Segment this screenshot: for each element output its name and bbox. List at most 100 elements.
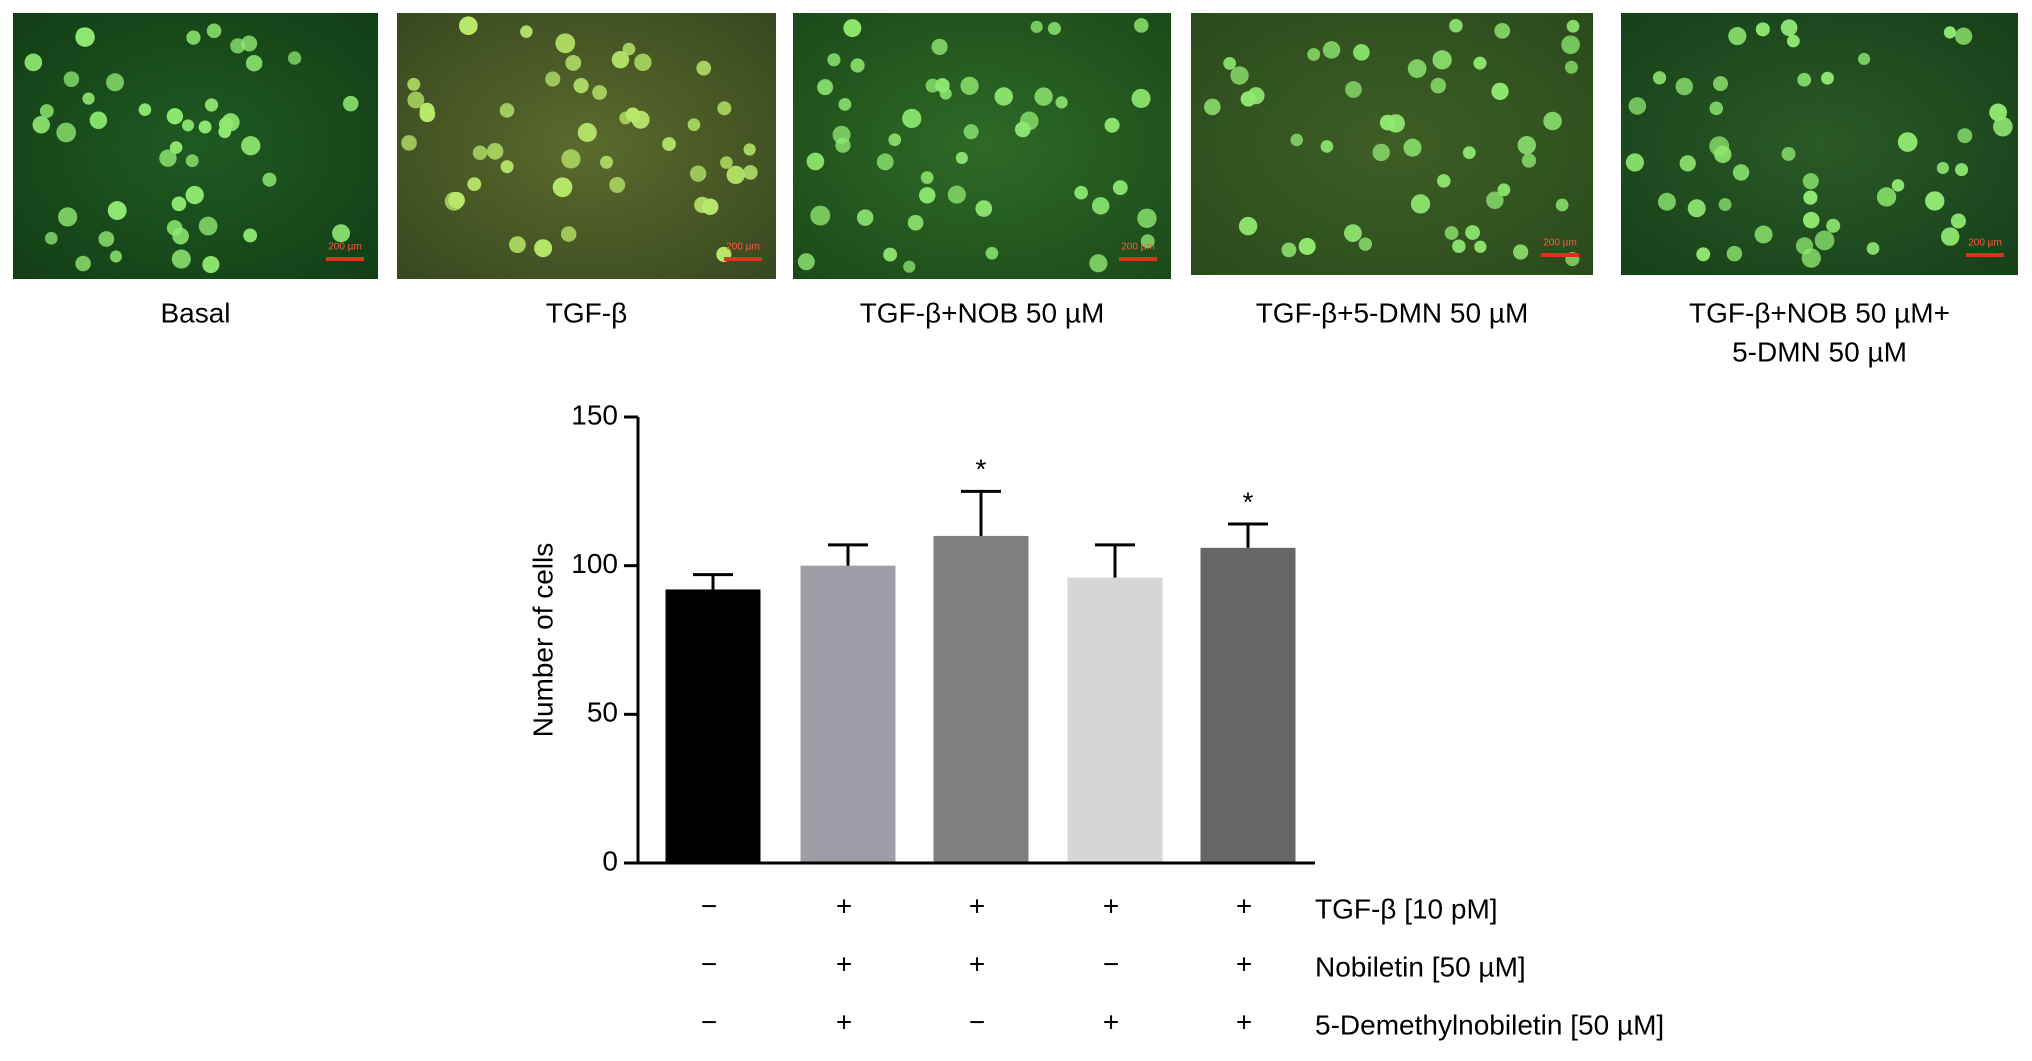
cell — [1943, 26, 1957, 39]
cell — [1430, 77, 1447, 94]
cell — [1755, 22, 1770, 37]
treatment-label: TGF-β [10 pM] — [1315, 893, 1498, 924]
cell — [1897, 132, 1918, 152]
cell — [827, 53, 841, 67]
cell — [166, 108, 184, 125]
cell — [843, 19, 862, 38]
cell — [918, 187, 936, 204]
cell — [600, 155, 614, 169]
cell — [1019, 111, 1039, 131]
cell — [1204, 98, 1221, 116]
cell — [717, 101, 732, 116]
cell — [1687, 199, 1706, 218]
panel-label: TGF-β+NOB 50 µM — [860, 297, 1105, 328]
cell — [545, 71, 561, 87]
bar — [1067, 577, 1163, 863]
scale-bar — [1541, 253, 1579, 257]
panel-label: TGF-β+NOB 50 µM+ — [1689, 297, 1950, 328]
cell — [1925, 191, 1945, 211]
cell — [1091, 197, 1110, 215]
cell — [1517, 136, 1536, 155]
scale-bar-label: 200 µm — [1968, 238, 2002, 249]
cell — [75, 255, 91, 272]
cell — [1564, 60, 1578, 74]
cell — [609, 176, 626, 193]
cell — [720, 156, 733, 169]
cell — [701, 198, 719, 216]
micrograph: 200 µm — [1621, 13, 2018, 275]
treatment-sign: + — [836, 948, 852, 979]
cell — [1230, 66, 1249, 85]
cell — [1732, 164, 1750, 181]
micrograph-background — [13, 13, 378, 279]
cell — [407, 77, 421, 91]
cell — [98, 231, 115, 247]
scale-bar-label: 200 µm — [328, 242, 362, 253]
cell — [975, 200, 993, 217]
cell — [1754, 225, 1773, 244]
cell — [458, 16, 478, 36]
cell — [1957, 128, 1973, 144]
cell — [935, 78, 950, 93]
cell — [467, 177, 482, 192]
panel-label: Basal — [160, 297, 230, 328]
y-tick-label: 0 — [602, 845, 618, 876]
cell — [1353, 44, 1370, 61]
cell — [726, 165, 745, 185]
scale-bar — [724, 257, 762, 261]
cell — [1876, 187, 1897, 207]
scale-bar-label: 200 µm — [726, 242, 760, 253]
panel-label: TGF-β+5-DMN 50 µM — [1256, 297, 1529, 328]
treatment-sign: + — [1236, 890, 1252, 921]
cell — [107, 201, 127, 220]
cell — [500, 160, 514, 174]
cell — [520, 25, 533, 38]
treatment-sign: + — [836, 890, 852, 921]
cell — [1320, 140, 1334, 153]
cell — [1322, 41, 1341, 59]
cell — [1137, 208, 1157, 229]
cell — [1055, 96, 1068, 109]
cell — [960, 76, 979, 95]
cell — [856, 209, 874, 226]
cell — [1298, 237, 1316, 255]
cell — [63, 71, 80, 87]
cell — [1462, 146, 1476, 160]
cell — [1709, 136, 1730, 157]
bar — [1200, 547, 1296, 863]
cell — [1566, 19, 1580, 33]
cell — [1290, 133, 1303, 147]
cell — [1474, 240, 1487, 253]
cell — [56, 122, 77, 143]
bar — [665, 589, 761, 863]
cell — [560, 226, 577, 242]
cell — [1410, 194, 1431, 214]
treatment-sign: + — [836, 1006, 852, 1037]
cell — [1281, 242, 1297, 258]
cell — [82, 92, 95, 105]
cell — [1866, 242, 1880, 255]
micrograph-background — [793, 13, 1171, 279]
cell — [401, 135, 417, 151]
cell — [1134, 18, 1149, 33]
cell — [634, 53, 652, 72]
cell — [198, 216, 218, 236]
cell — [206, 23, 222, 39]
cell — [1625, 153, 1644, 172]
cell — [1821, 71, 1834, 85]
cell — [1728, 27, 1747, 46]
cell — [1379, 114, 1396, 131]
cell — [1034, 87, 1053, 106]
cell — [243, 228, 258, 243]
treatment-sign: + — [1103, 1006, 1119, 1037]
cell — [817, 79, 834, 96]
cell — [1795, 237, 1814, 255]
significance-mark: * — [1243, 486, 1254, 517]
cell — [241, 136, 261, 156]
cell — [32, 116, 50, 134]
cell — [109, 250, 122, 263]
scale-bar — [1119, 257, 1157, 261]
cell — [509, 236, 526, 254]
cell — [1561, 35, 1580, 55]
